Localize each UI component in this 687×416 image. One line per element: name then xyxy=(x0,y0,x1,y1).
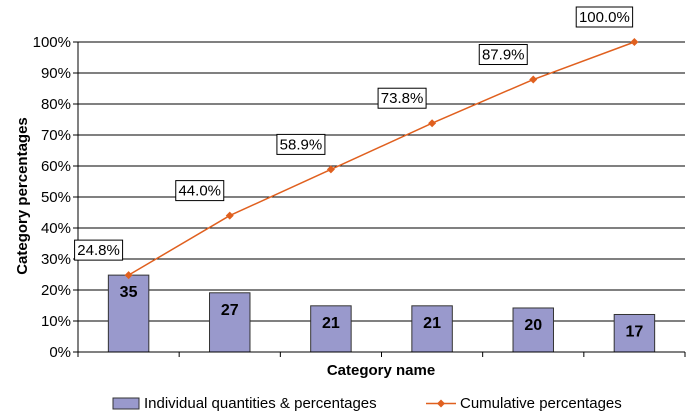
y-tick-label: 70% xyxy=(41,127,71,144)
legend: Individual quantities & percentages Cumu… xyxy=(112,395,622,412)
bar xyxy=(107,274,150,353)
cumulative-label-text: 73.8% xyxy=(381,90,424,107)
cumulative-label: 73.8% xyxy=(377,87,427,109)
cumulative-point xyxy=(428,119,437,128)
cumulative-label-box xyxy=(74,239,124,261)
y-tick-label: 60% xyxy=(41,158,71,175)
bar-count-label: 21 xyxy=(322,315,340,332)
y-tick-label: 50% xyxy=(41,189,71,206)
bar xyxy=(512,307,554,353)
cumulative-label: 100.0% xyxy=(575,6,634,28)
cumulative-label-box xyxy=(575,6,634,28)
bar xyxy=(411,305,453,353)
cumulative-label: 44.0% xyxy=(175,180,225,202)
y-tick-label: 20% xyxy=(41,282,71,299)
bar-count-label: 27 xyxy=(221,302,239,319)
cumulative-point xyxy=(630,38,639,46)
axes xyxy=(73,41,686,357)
x-axis-title: Category name xyxy=(327,362,435,379)
y-tick-labels: 0% 10% 20% 30% 40% 50% 60% 70% 80% 90% 100% xyxy=(33,34,71,361)
y-axis-title: Category percentages xyxy=(14,117,31,275)
y-tick-label: 10% xyxy=(41,313,71,330)
cumulative-label-box xyxy=(377,87,427,109)
bar xyxy=(310,305,352,353)
legend-line-marker xyxy=(437,399,445,408)
legend-bar-swatch xyxy=(112,397,140,410)
cumulative-point xyxy=(326,165,335,174)
cumulative-label-box xyxy=(175,180,225,202)
cumulative-polyline xyxy=(128,41,635,276)
bar xyxy=(209,292,251,353)
y-tick-label: 30% xyxy=(41,251,71,268)
y-tick-label: 100% xyxy=(33,34,71,51)
bar-count-label: 35 xyxy=(120,284,138,301)
cumulative-label-text: 87.9% xyxy=(482,47,525,64)
cumulative-label-box xyxy=(478,44,528,66)
cumulative-label: 87.9% xyxy=(478,44,528,66)
bar-count-label: 21 xyxy=(423,315,441,332)
cumulative-label-text: 44.0% xyxy=(178,183,221,200)
cumulative-label: 24.8% xyxy=(74,239,124,261)
cumulative-point xyxy=(529,75,538,84)
bar xyxy=(613,313,656,353)
cumulative-line xyxy=(124,38,639,280)
cumulative-labels: 24.8% 44.0% 58.9% 73.8% 87.9% 100.0% xyxy=(74,6,634,261)
cumulative-label-box xyxy=(276,133,326,155)
y-tick-label: 90% xyxy=(41,65,71,82)
bar-labels: 35 27 21 21 20 17 xyxy=(120,284,644,340)
legend-line-label: Cumulative percentages xyxy=(460,395,622,412)
cumulative-label-text: 100.0% xyxy=(579,9,630,26)
y-tick-label: 80% xyxy=(41,96,71,113)
cumulative-point xyxy=(124,271,133,280)
bars xyxy=(107,274,656,353)
cumulative-label-text: 24.8% xyxy=(77,242,120,259)
legend-bar-label: Individual quantities & percentages xyxy=(144,395,377,412)
y-tick-label: 0% xyxy=(49,344,71,361)
y-tick-label: 40% xyxy=(41,220,71,237)
cumulative-point xyxy=(225,211,234,220)
cumulative-label-text: 58.9% xyxy=(280,136,323,153)
bar-count-label: 20 xyxy=(524,317,542,334)
cumulative-label: 58.9% xyxy=(276,133,326,155)
bar-count-label: 17 xyxy=(626,323,644,340)
